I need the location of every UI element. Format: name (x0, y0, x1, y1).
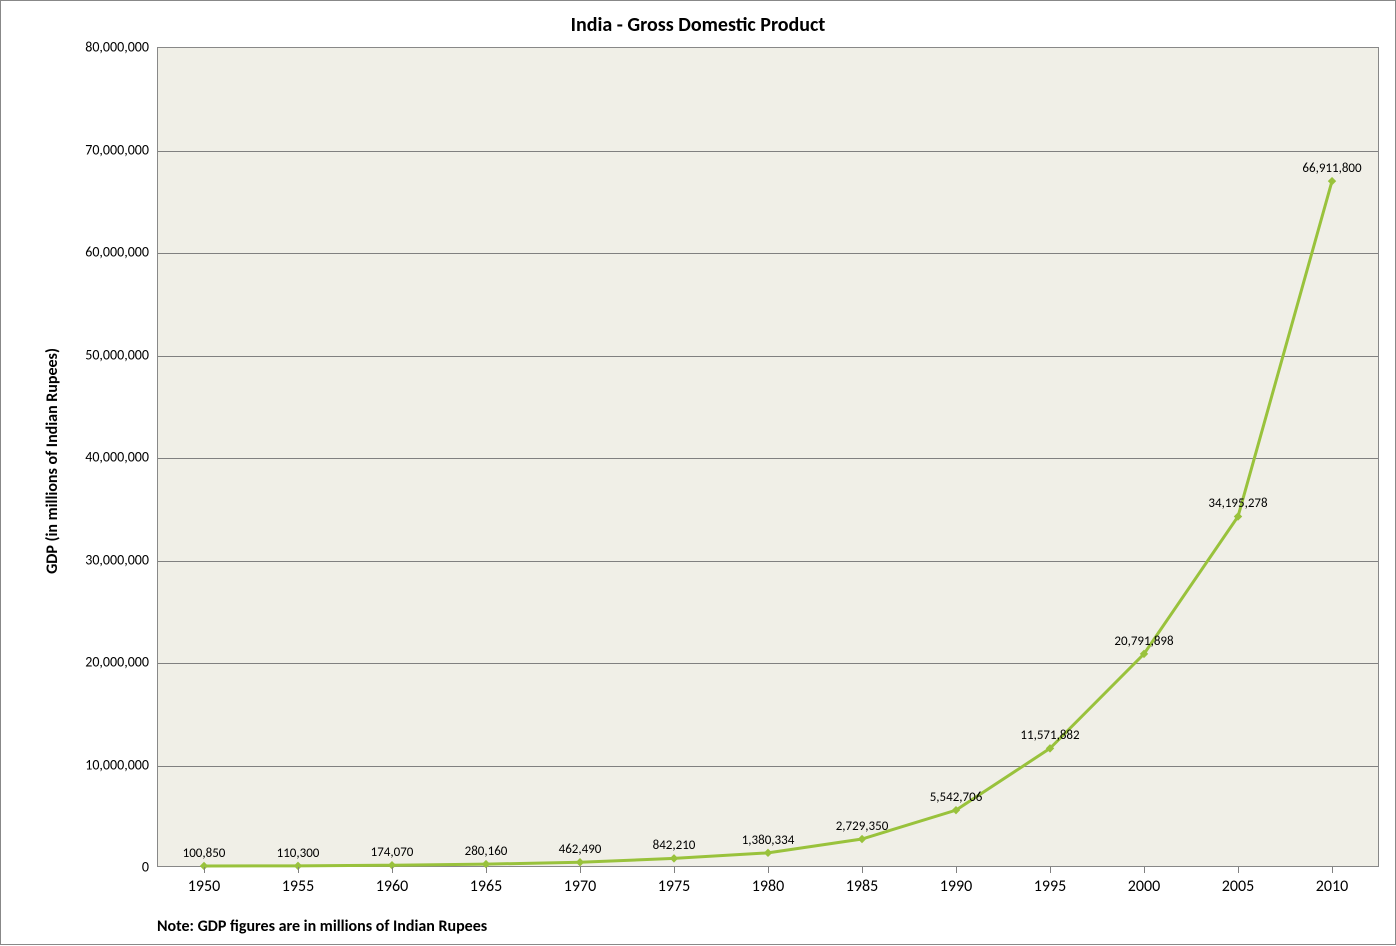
y-tick-label: 50,000,000 (59, 346, 149, 363)
gridline (158, 253, 1378, 254)
x-tick-mark (674, 867, 675, 873)
x-tick-label: 1995 (1034, 877, 1066, 896)
x-tick-mark (768, 867, 769, 873)
gridline (158, 663, 1378, 664)
x-tick-mark (862, 867, 863, 873)
x-tick-label: 1970 (564, 877, 596, 896)
data-label: 462,490 (559, 842, 602, 857)
x-tick-label: 2005 (1222, 877, 1254, 896)
data-label: 280,160 (465, 844, 508, 859)
y-tick-label: 10,000,000 (59, 756, 149, 773)
x-tick-mark (1050, 867, 1051, 873)
x-tick-mark (486, 867, 487, 873)
x-tick-label: 1955 (282, 877, 314, 896)
data-label: 842,210 (653, 838, 696, 853)
y-tick-label: 30,000,000 (59, 551, 149, 568)
x-tick-mark (298, 867, 299, 873)
gridline (158, 766, 1378, 767)
data-label: 66,911,800 (1302, 161, 1361, 176)
x-tick-mark (392, 867, 393, 873)
data-label: 100,850 (183, 846, 226, 861)
x-tick-label: 1960 (376, 877, 408, 896)
y-tick-label: 60,000,000 (59, 244, 149, 261)
x-tick-mark (580, 867, 581, 873)
data-label: 11,571,882 (1020, 728, 1079, 743)
gridline (158, 151, 1378, 152)
x-tick-label: 1990 (940, 877, 972, 896)
y-tick-label: 70,000,000 (59, 141, 149, 158)
x-tick-label: 1985 (846, 877, 878, 896)
data-label: 2,729,350 (836, 819, 889, 834)
x-tick-label: 2000 (1128, 877, 1160, 896)
data-label: 1,380,334 (742, 833, 795, 848)
gridline (158, 356, 1378, 357)
data-label: 174,070 (371, 845, 414, 860)
chart-title: India - Gross Domestic Product (1, 13, 1395, 37)
plot-area (157, 47, 1379, 867)
x-tick-mark (1144, 867, 1145, 873)
y-tick-label: 0 (59, 859, 149, 876)
data-label: 20,791,898 (1114, 634, 1173, 649)
x-tick-mark (1332, 867, 1333, 873)
chart-note: Note: GDP figures are in millions of Ind… (157, 917, 487, 936)
x-tick-label: 1975 (658, 877, 690, 896)
data-label: 5,542,706 (930, 790, 983, 805)
gridline (158, 561, 1378, 562)
x-tick-mark (1238, 867, 1239, 873)
chart-container: India - Gross Domestic Product GDP (in m… (0, 0, 1396, 945)
y-tick-label: 40,000,000 (59, 449, 149, 466)
y-tick-label: 20,000,000 (59, 654, 149, 671)
x-tick-label: 2010 (1316, 877, 1348, 896)
y-tick-label: 80,000,000 (59, 39, 149, 56)
x-tick-label: 1950 (188, 877, 220, 896)
data-label: 110,300 (277, 846, 320, 861)
data-label: 34,195,278 (1208, 496, 1267, 511)
x-tick-label: 1965 (470, 877, 502, 896)
gridline (158, 458, 1378, 459)
x-tick-mark (204, 867, 205, 873)
x-tick-mark (956, 867, 957, 873)
x-tick-label: 1980 (752, 877, 784, 896)
